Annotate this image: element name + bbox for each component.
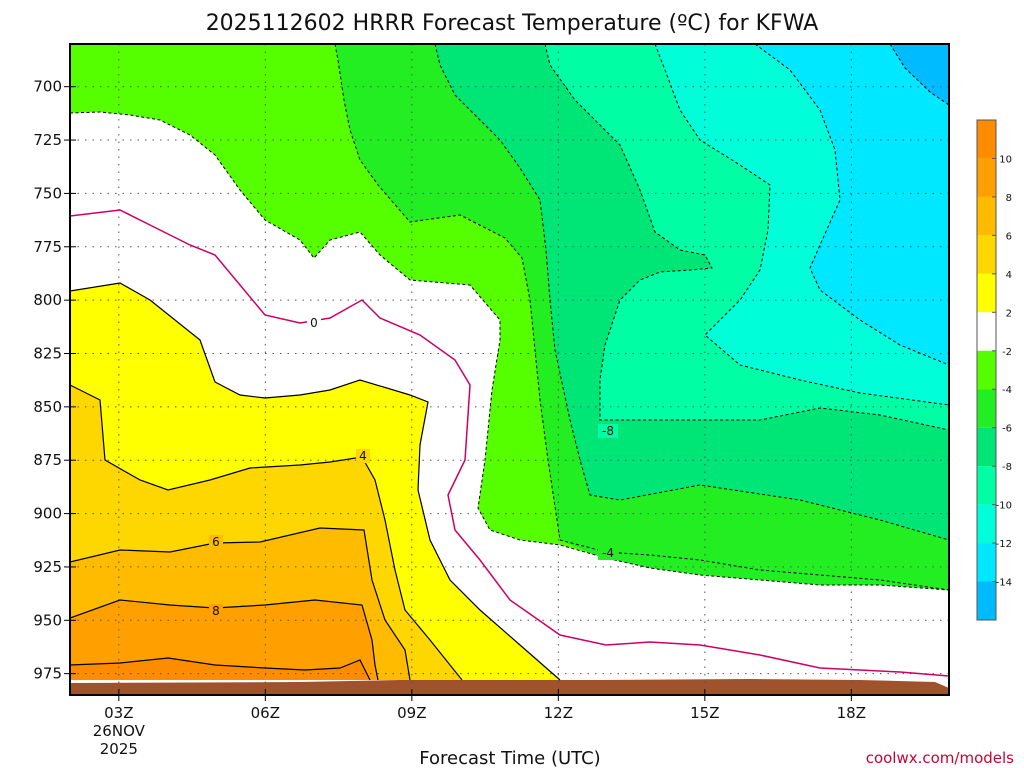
colorbar-bin — [977, 273, 996, 313]
contour-2 — [70, 282, 561, 681]
contour-label-minus4: -4 — [602, 546, 614, 560]
contour-minus14 — [889, 44, 949, 106]
colorbar-bin — [977, 504, 996, 544]
contour-label-6: 6 — [212, 535, 220, 549]
colorbar-tick-label: 10 — [999, 154, 1012, 165]
x-tick-label: 18Z — [837, 704, 866, 722]
contour-6 — [70, 527, 411, 681]
y-tick-label: 725 — [33, 131, 62, 149]
y-tick-label: 950 — [33, 611, 62, 629]
y-tick-label: 775 — [33, 238, 62, 256]
colorbar-bin — [977, 312, 996, 351]
contour-label-minus8: -8 — [602, 424, 614, 438]
colorbar-bin — [977, 543, 996, 582]
contour-minus2 — [70, 111, 949, 591]
x-tick-label: 15Z — [690, 704, 719, 722]
y-tick-label: 850 — [33, 398, 62, 416]
contour-label-4: 4 — [359, 449, 367, 463]
contour-label-0: 0 — [310, 316, 318, 330]
colorbar-bin — [977, 196, 996, 236]
colorbar-bin — [977, 350, 996, 390]
chart-title: 2025112602 HRRR Forecast Temperature (ºC… — [206, 11, 819, 36]
x-tick-label: 03Z — [104, 704, 133, 722]
x-tick-date-label: 2025 — [100, 740, 138, 758]
colorbar-tick-label: -6 — [1002, 424, 1012, 435]
colorbar-tick-label: 8 — [1006, 193, 1012, 204]
colorbar-tick-label: 6 — [1006, 231, 1012, 242]
plot-fills: 0 4 6 8 -8 -4 — [70, 44, 949, 695]
positive-contours — [70, 282, 561, 681]
fill-band-minus12-minus14 — [755, 44, 949, 365]
x-tick-label: 12Z — [544, 704, 573, 722]
x-tick-label: 09Z — [397, 704, 426, 722]
colorbar-tick-label: -4 — [1002, 385, 1012, 396]
surface-terrain — [70, 679, 949, 695]
colorbar-bin — [977, 120, 996, 159]
colorbar-bin — [977, 235, 996, 274]
contour-8 — [70, 599, 379, 681]
y-tick-label: 800 — [33, 291, 62, 309]
y-tick-label: 825 — [33, 344, 62, 362]
y-tick-label: 875 — [33, 451, 62, 469]
colorbar-bin — [977, 158, 996, 197]
y-tick-label: 750 — [33, 184, 62, 202]
x-axis-label: Forecast Time (UTC) — [419, 748, 600, 768]
fill-band-10-12 — [70, 658, 370, 680]
plot-frame — [69, 43, 950, 696]
colorbar-tick-label: 2 — [1006, 308, 1012, 319]
y-tick-label: 975 — [33, 665, 62, 683]
contour-label-8: 8 — [212, 604, 220, 618]
x-tick-date-label: 26NOV — [93, 722, 146, 740]
contour-minus10 — [654, 44, 949, 406]
colorbar-tick-label: -8 — [1002, 462, 1012, 473]
fill-band-below-minus14 — [890, 44, 949, 105]
contour-4 — [70, 384, 463, 681]
contour-labels: 0 4 6 8 -8 -4 — [209, 316, 618, 618]
colorbar: 10 8 6 4 2 -2 -4 -6 -8 -10 -12 -14 — [976, 119, 1012, 621]
credit-text: coolwx.com/models — [866, 749, 1014, 767]
y-axis: 700 725 750 775 800 825 850 875 900 925 950 975 — [33, 78, 76, 683]
contour-minus6 — [434, 44, 949, 541]
contour-10 — [70, 657, 371, 681]
colorbar-tick-label: 4 — [1006, 270, 1012, 281]
colorbar-tick-label: -12 — [996, 539, 1012, 550]
y-tick-label: 900 — [33, 505, 62, 523]
colorbar-tick-label: -2 — [1002, 347, 1012, 358]
y-tick-label: 925 — [33, 558, 62, 576]
colorbar-bin — [977, 581, 996, 620]
contour-minus4 — [334, 44, 949, 591]
x-tick-label: 06Z — [251, 704, 280, 722]
colorbar-tick-label: -14 — [996, 578, 1012, 589]
negative-contours — [70, 44, 949, 591]
contour-zero — [70, 209, 949, 677]
colorbar-frame — [976, 119, 997, 621]
colorbar-bin — [977, 427, 996, 467]
y-tick-label: 700 — [33, 78, 62, 96]
colorbar-bin — [977, 389, 996, 428]
colorbar-bin — [977, 466, 996, 505]
colorbar-tick-label: -10 — [996, 501, 1012, 512]
